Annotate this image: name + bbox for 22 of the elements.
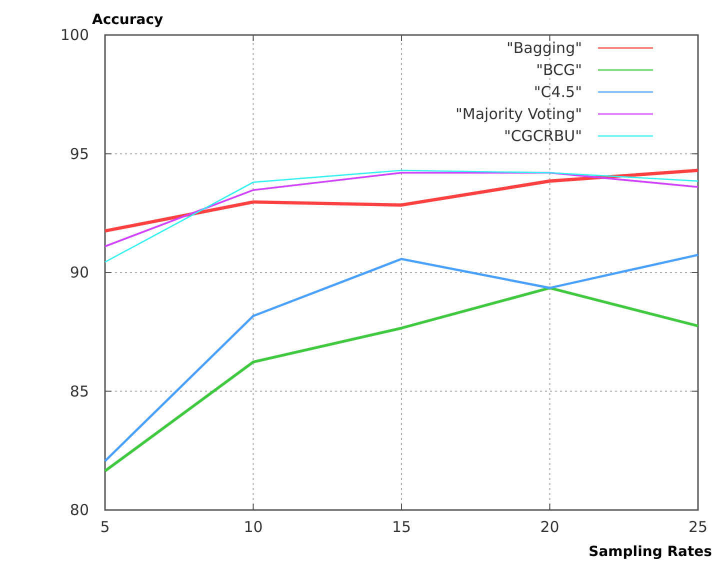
x-axis-title: Sampling Rates — [588, 544, 712, 560]
y-tick-label: 85 — [70, 382, 89, 400]
line-series — [103, 168, 700, 233]
y-tick-label: 80 — [70, 501, 89, 519]
legend-label: "C4.5" — [534, 83, 582, 101]
legend-label: "Majority Voting" — [456, 105, 582, 123]
y-axis-title: Accuracy — [92, 12, 164, 28]
line-series — [104, 170, 699, 263]
legend-label: "CGCRBU" — [504, 127, 582, 145]
y-tick-label: 90 — [70, 264, 89, 282]
legend-label: "BCG" — [536, 61, 582, 79]
x-tick-label: 20 — [540, 518, 560, 536]
x-tick-label: 10 — [244, 518, 263, 536]
line-series — [104, 286, 700, 472]
y-tick-label: 95 — [70, 144, 89, 163]
y-tick-label: 100 — [60, 26, 89, 44]
line-series — [104, 172, 699, 248]
line-series — [104, 254, 700, 462]
legend-label: "Bagging" — [506, 39, 582, 57]
x-tick-label: 15 — [392, 518, 412, 536]
x-tick-label: 5 — [100, 518, 110, 536]
x-tick-label: 25 — [688, 518, 708, 536]
